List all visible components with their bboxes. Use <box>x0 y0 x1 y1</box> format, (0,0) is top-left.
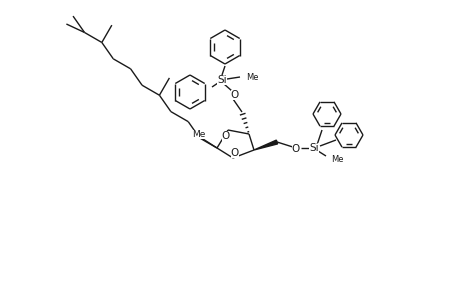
Text: Me: Me <box>246 73 258 82</box>
Text: O: O <box>230 90 239 100</box>
Text: O: O <box>221 131 230 141</box>
Text: O: O <box>291 144 299 154</box>
Text: Si: Si <box>308 143 318 153</box>
Polygon shape <box>253 140 277 150</box>
Text: Me: Me <box>192 130 205 139</box>
Text: Si: Si <box>217 75 226 85</box>
Text: Me: Me <box>330 154 343 164</box>
Text: O: O <box>230 148 239 158</box>
